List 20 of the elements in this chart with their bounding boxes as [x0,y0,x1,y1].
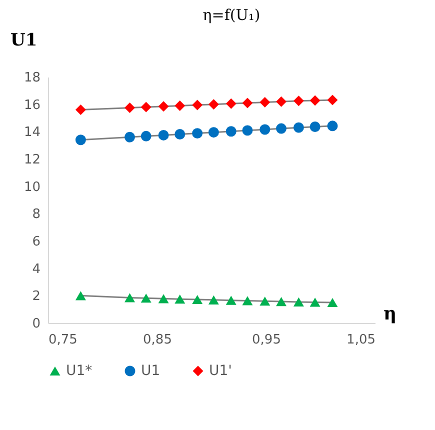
y-axis-title: U1 [10,30,38,50]
x-tick-label: 1,05 [346,332,376,348]
x-tick-label: 0,95 [252,332,281,348]
x-tick-label: 0,75 [48,332,78,348]
x-tick-label: 0,85 [143,332,172,348]
legend-label: U1 [141,363,160,379]
y-tick-label: 18 [24,70,40,86]
y-tick-label: 0 [32,316,40,332]
y-tick-label: 16 [24,98,40,113]
x-axis-title: η [384,304,397,324]
y-tick-label: 10 [24,180,40,195]
chart-title: η=f(U₁) [202,6,260,24]
y-tick-label: 2 [32,289,40,304]
y-tick-label: 8 [32,207,40,222]
y-tick-label: 12 [24,152,40,168]
y-tick-label: 4 [32,262,40,277]
legend-label: U1' [209,363,232,379]
y-tick-label: 14 [24,125,40,140]
y-tick-label: 6 [32,234,40,250]
legend-label: U1* [66,363,92,379]
